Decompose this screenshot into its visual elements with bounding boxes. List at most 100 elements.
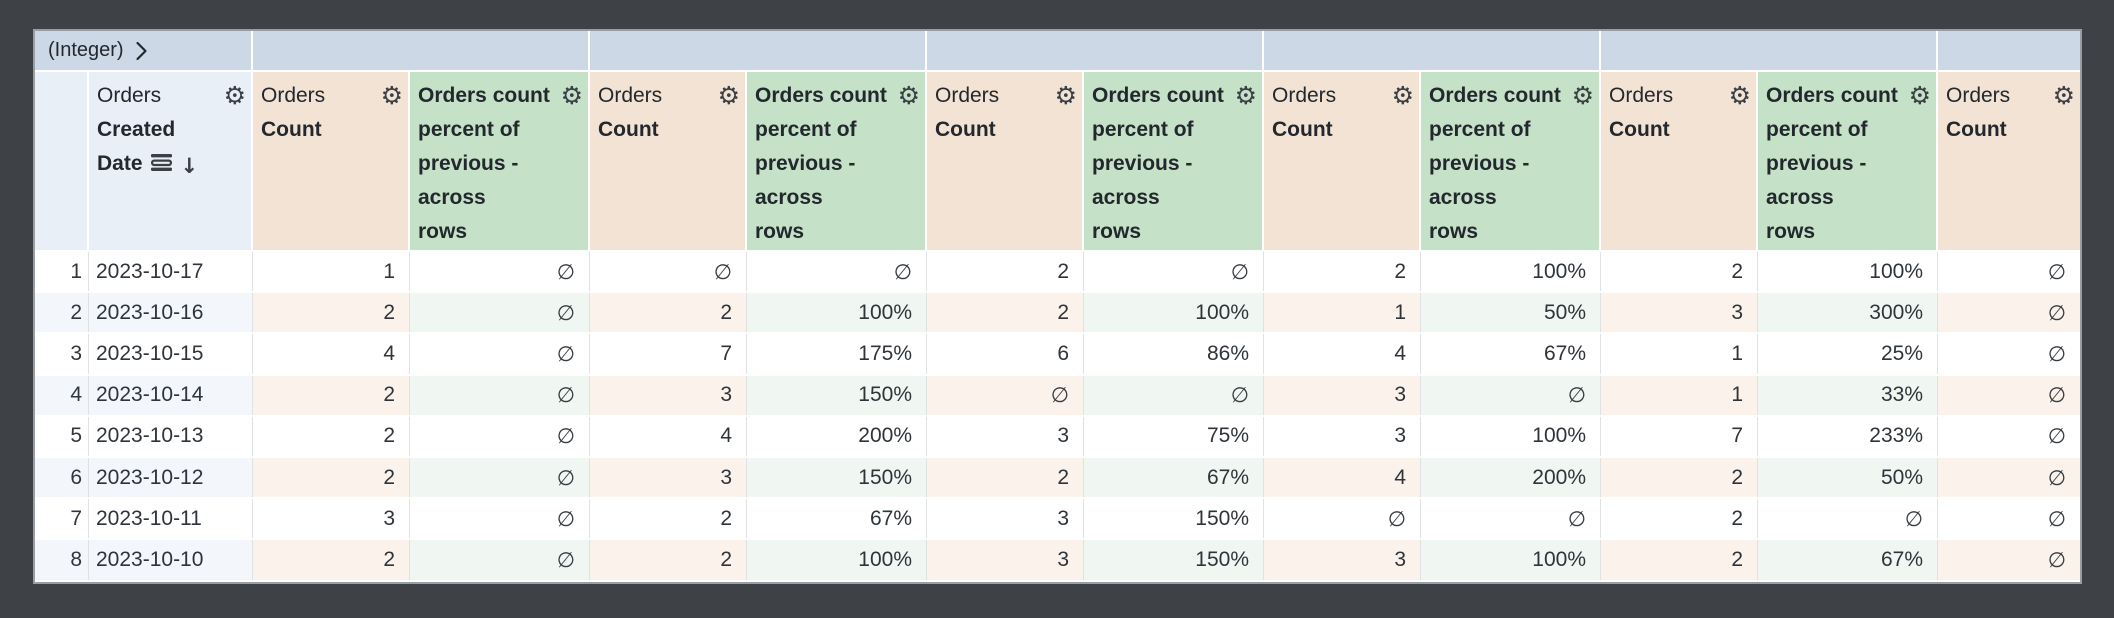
orders-count-cell[interactable]: 4 — [253, 334, 410, 374]
date-cell[interactable]: 2023-10-12 — [89, 457, 253, 498]
date-cell[interactable]: 2023-10-16 — [89, 293, 253, 333]
percent-of-previous-cell[interactable]: 100% — [747, 540, 927, 580]
orders-count-cell[interactable]: ∅ — [927, 375, 1084, 415]
orders-count-cell[interactable]: 2 — [253, 375, 410, 415]
orders-count-cell[interactable]: 2 — [253, 457, 410, 498]
gear-icon[interactable]: ⚙ — [1728, 81, 1751, 110]
gear-icon[interactable]: ⚙ — [1054, 81, 1077, 110]
orders-count-cell[interactable]: 4 — [1264, 334, 1421, 374]
orders-count-cell[interactable]: 3 — [1264, 375, 1421, 415]
orders-count-cell[interactable]: 2 — [590, 540, 747, 580]
orders-count-cell[interactable]: 1 — [1601, 375, 1758, 415]
percent-of-previous-cell[interactable]: 50% — [1758, 457, 1938, 498]
percent-of-previous-cell[interactable]: ∅ — [1421, 375, 1601, 415]
column-header-orders-count-percent-of-previous[interactable]: Orders count percent of previous - across ro… — [410, 72, 590, 250]
percent-of-previous-cell[interactable]: 100% — [747, 293, 927, 333]
column-header-orders-count[interactable]: Orders Count ⚙ — [590, 72, 747, 250]
percent-of-previous-cell[interactable]: 200% — [747, 416, 927, 456]
orders-count-cell[interactable]: 2 — [1264, 252, 1421, 292]
date-cell[interactable]: 2023-10-17 — [89, 252, 253, 292]
column-header-orders-count[interactable]: Orders Count ⚙ — [1264, 72, 1421, 250]
percent-of-previous-cell[interactable]: 50% — [1421, 293, 1601, 333]
column-header-orders-count-percent-of-previous[interactable]: Orders count percent of previous - across ro… — [1421, 72, 1601, 250]
orders-count-cell[interactable]: 3 — [927, 499, 1084, 539]
gear-icon[interactable]: ⚙ — [223, 81, 246, 110]
percent-of-previous-cell[interactable]: 150% — [747, 375, 927, 415]
percent-of-previous-cell[interactable]: 100% — [1084, 293, 1264, 333]
date-cell[interactable]: 2023-10-13 — [89, 416, 253, 456]
orders-count-cell[interactable]: 2 — [1601, 499, 1758, 539]
gear-icon[interactable]: ⚙ — [1908, 81, 1931, 110]
orders-count-cell[interactable]: 2 — [927, 457, 1084, 498]
percent-of-previous-cell[interactable]: 67% — [1421, 334, 1601, 374]
orders-count-cell[interactable]: 2 — [253, 293, 410, 333]
column-header-orders-count[interactable]: Orders Count ⚙ — [1938, 72, 2080, 250]
column-header-orders-count[interactable]: Orders Count ⚙ — [253, 72, 410, 250]
percent-of-previous-cell[interactable]: 150% — [747, 457, 927, 498]
orders-count-cell[interactable]: 2 — [1601, 457, 1758, 498]
percent-of-previous-cell[interactable]: ∅ — [410, 252, 590, 292]
percent-of-previous-cell[interactable]: 86% — [1084, 334, 1264, 374]
percent-of-previous-cell[interactable]: ∅ — [1421, 499, 1601, 539]
percent-of-previous-cell[interactable]: 67% — [747, 499, 927, 539]
gear-icon[interactable]: ⚙ — [897, 81, 920, 110]
percent-of-previous-cell[interactable]: ∅ — [747, 252, 927, 292]
orders-count-cell[interactable]: 3 — [253, 499, 410, 539]
date-cell[interactable]: 2023-10-14 — [89, 375, 253, 415]
percent-of-previous-cell[interactable]: 25% — [1758, 334, 1938, 374]
percent-of-previous-cell[interactable]: 67% — [1758, 540, 1938, 580]
column-header-orders-count-percent-of-previous[interactable]: Orders count percent of previous - across ro… — [1084, 72, 1264, 250]
gear-icon[interactable]: ⚙ — [1391, 81, 1414, 110]
orders-count-cell[interactable]: 1 — [1601, 334, 1758, 374]
orders-count-cell[interactable]: ∅ — [1938, 457, 2080, 498]
percent-of-previous-cell[interactable]: 100% — [1421, 252, 1601, 292]
orders-count-cell[interactable]: ∅ — [2047, 341, 2066, 366]
gear-icon[interactable]: ⚙ — [717, 81, 740, 110]
gear-icon[interactable]: ⚙ — [1571, 81, 1594, 110]
percent-of-previous-cell[interactable]: 150% — [1084, 540, 1264, 580]
orders-count-cell[interactable]: 1 — [253, 252, 410, 292]
orders-count-cell[interactable]: 2 — [927, 293, 1084, 333]
orders-count-cell[interactable]: 2 — [927, 252, 1084, 292]
orders-count-cell[interactable]: 3 — [1264, 540, 1421, 580]
orders-count-cell[interactable]: ∅ — [2047, 424, 2066, 449]
orders-count-cell[interactable]: ∅ — [1264, 499, 1421, 539]
gear-icon[interactable]: ⚙ — [1234, 81, 1257, 110]
percent-of-previous-cell[interactable]: 100% — [1758, 252, 1938, 292]
orders-count-cell[interactable]: 6 — [927, 334, 1084, 374]
percent-of-previous-cell[interactable]: 67% — [1084, 457, 1264, 498]
column-header-orders-count[interactable]: Orders Count ⚙ — [927, 72, 1084, 250]
orders-count-cell[interactable]: 3 — [927, 540, 1084, 580]
pivot-collapsed-header[interactable]: (Integer) — [35, 31, 253, 70]
orders-count-cell[interactable]: 1 — [1264, 293, 1421, 333]
orders-count-cell[interactable]: 3 — [927, 416, 1084, 456]
percent-of-previous-cell[interactable]: 233% — [1758, 416, 1938, 456]
percent-of-previous-cell[interactable]: ∅ — [410, 416, 590, 456]
orders-count-cell[interactable]: ∅ — [2047, 506, 2066, 531]
orders-count-cell[interactable]: 3 — [590, 375, 747, 415]
gear-icon[interactable]: ⚙ — [380, 81, 403, 110]
orders-count-cell[interactable]: ∅ — [590, 252, 747, 292]
percent-of-previous-cell[interactable]: 150% — [1084, 499, 1264, 539]
percent-of-previous-cell[interactable]: 100% — [1421, 540, 1601, 580]
orders-count-cell[interactable]: 2 — [590, 293, 747, 333]
orders-count-cell[interactable]: 7 — [1601, 416, 1758, 456]
orders-count-cell[interactable]: ∅ — [1938, 375, 2080, 415]
percent-of-previous-cell[interactable]: ∅ — [410, 457, 590, 498]
percent-of-previous-cell[interactable]: ∅ — [1084, 252, 1264, 292]
orders-count-cell[interactable]: ∅ — [2047, 259, 2066, 284]
column-header-orders-count[interactable]: Orders Count ⚙ — [1601, 72, 1758, 250]
percent-of-previous-cell[interactable]: 200% — [1421, 457, 1601, 498]
percent-of-previous-cell[interactable]: ∅ — [1758, 499, 1938, 539]
orders-count-cell[interactable]: 3 — [590, 457, 747, 498]
orders-count-cell[interactable]: 2 — [253, 540, 410, 580]
orders-count-cell[interactable]: 4 — [590, 416, 747, 456]
gear-icon[interactable]: ⚙ — [560, 81, 583, 110]
gear-icon[interactable]: ⚙ — [2052, 81, 2075, 110]
orders-count-cell[interactable]: ∅ — [1938, 293, 2080, 333]
orders-count-cell[interactable]: 7 — [590, 334, 747, 374]
orders-count-cell[interactable]: 2 — [253, 416, 410, 456]
percent-of-previous-cell[interactable]: 300% — [1758, 293, 1938, 333]
date-cell[interactable]: 2023-10-10 — [89, 540, 253, 580]
date-cell[interactable]: 2023-10-15 — [89, 334, 253, 374]
